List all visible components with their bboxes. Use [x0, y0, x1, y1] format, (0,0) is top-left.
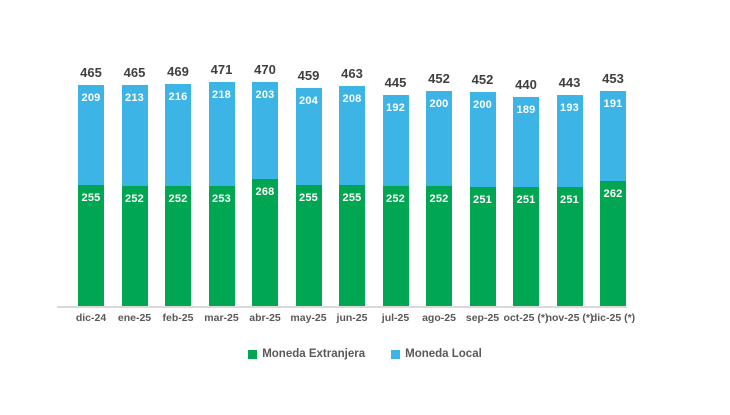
bar-segment-moneda-local	[556, 94, 583, 187]
legend-swatch-green-icon	[248, 349, 258, 359]
bar-segment-moneda-local	[600, 90, 626, 182]
bar-segment-moneda-extranjera	[339, 184, 365, 306]
value-label-moneda-extranjera: 255	[299, 191, 318, 204]
bar-segment-moneda-extranjera	[165, 186, 191, 306]
value-label-moneda-extranjera: 252	[429, 193, 449, 206]
value-label-moneda-extranjera: 252	[125, 193, 144, 206]
value-label-moneda-local: 213	[125, 92, 144, 104]
value-label-moneda-local: 189	[516, 103, 536, 116]
x-tick-label: mar-25	[204, 312, 239, 324]
total-label: 459	[297, 67, 320, 83]
value-label-moneda-extranjera: 252	[386, 193, 405, 206]
bar-segment-moneda-extranjera	[78, 184, 104, 306]
x-tick-label: dic-24	[75, 312, 107, 324]
total-label: 445	[384, 74, 407, 90]
bar-segment-moneda-local	[426, 91, 452, 187]
value-label-moneda-local: 200	[473, 98, 492, 111]
value-label-moneda-local: 218	[212, 89, 231, 102]
x-tick-label: may-25	[290, 312, 327, 324]
value-label-moneda-extranjera: 251	[560, 193, 579, 206]
total-label: 470	[254, 62, 276, 78]
value-label-moneda-local: 193	[560, 101, 579, 114]
x-tick-label: ago-25	[422, 312, 456, 324]
bar-segment-moneda-extranjera	[469, 186, 496, 306]
legend-label-moneda-extranjera: Moneda Extranjera	[262, 348, 366, 360]
bar-segment-moneda-extranjera	[252, 178, 278, 306]
value-label-moneda-extranjera: 262	[603, 188, 623, 201]
bar-segment-moneda-local	[339, 85, 365, 185]
value-label-moneda-local: 203	[255, 89, 275, 102]
bar-segment-moneda-local	[252, 82, 278, 179]
total-label: 471	[210, 62, 233, 78]
bar-segment-moneda-extranjera	[513, 186, 539, 306]
bar-segment-moneda-extranjera	[556, 186, 583, 306]
value-label-moneda-extranjera: 255	[342, 191, 362, 204]
total-label: 463	[341, 65, 363, 81]
x-tick-label: sep-25	[465, 312, 500, 324]
total-label: 452	[471, 71, 494, 87]
legend-item-moneda-extranjera: Moneda Extranjera	[248, 348, 365, 360]
value-label-moneda-local: 192	[386, 101, 405, 114]
value-label-moneda-local: 191	[603, 97, 623, 110]
total-label: 465	[123, 65, 146, 80]
total-label: 453	[602, 70, 624, 86]
value-label-moneda-extranjera: 252	[168, 193, 188, 206]
bar-segment-moneda-extranjera	[121, 186, 148, 306]
value-label-moneda-extranjera: 251	[473, 193, 492, 206]
value-label-moneda-local: 216	[168, 90, 188, 103]
legend-swatch-blue-icon	[391, 349, 401, 359]
bar-segment-moneda-extranjera	[295, 184, 322, 306]
bar-segment-moneda-local	[121, 85, 148, 187]
bar-segment-moneda-local	[382, 94, 409, 187]
total-label: 440	[515, 76, 537, 92]
total-label: 465	[80, 65, 102, 81]
x-axis-line	[57, 306, 627, 308]
bar-segment-moneda-local	[513, 96, 539, 187]
x-tick-label: oct-25 (*)	[503, 312, 549, 324]
value-label-moneda-extranjera: 253	[212, 192, 231, 205]
value-label-moneda-local: 209	[81, 92, 101, 105]
chart-legend: Moneda Extranjera Moneda Local	[0, 348, 730, 360]
bar-segment-moneda-local	[165, 83, 191, 187]
x-tick-label: dic-25 (*)	[590, 312, 636, 324]
total-label: 469	[167, 63, 189, 79]
total-label: 443	[558, 74, 581, 90]
x-tick-label: nov-25 (*)	[545, 312, 594, 324]
value-label-moneda-local: 204	[299, 94, 318, 107]
bar-segment-moneda-extranjera	[600, 181, 626, 306]
total-label: 452	[428, 71, 450, 87]
bar-segment-moneda-extranjera	[208, 185, 235, 306]
legend-item-moneda-local: Moneda Local	[391, 348, 482, 360]
value-label-moneda-extranjera: 255	[81, 191, 101, 204]
value-label-moneda-extranjera: 251	[516, 193, 536, 206]
x-tick-label: jun-25	[336, 312, 368, 324]
x-tick-label: jul-25	[381, 312, 410, 324]
legend-label-moneda-local: Moneda Local	[405, 348, 482, 360]
value-label-moneda-local: 200	[429, 98, 449, 111]
value-label-moneda-local: 208	[342, 92, 362, 105]
bar-segment-moneda-local	[469, 91, 496, 187]
x-tick-label: ene-25	[117, 312, 152, 324]
bar-segment-moneda-local	[295, 87, 322, 185]
bar-segment-moneda-local	[78, 85, 104, 185]
x-tick-label: feb-25	[162, 312, 194, 324]
bar-segment-moneda-local	[208, 82, 235, 186]
value-label-moneda-extranjera: 268	[255, 185, 275, 198]
bar-segment-moneda-extranjera	[426, 186, 452, 306]
x-tick-label: abr-25	[249, 312, 281, 324]
bar-segment-moneda-extranjera	[382, 186, 409, 306]
